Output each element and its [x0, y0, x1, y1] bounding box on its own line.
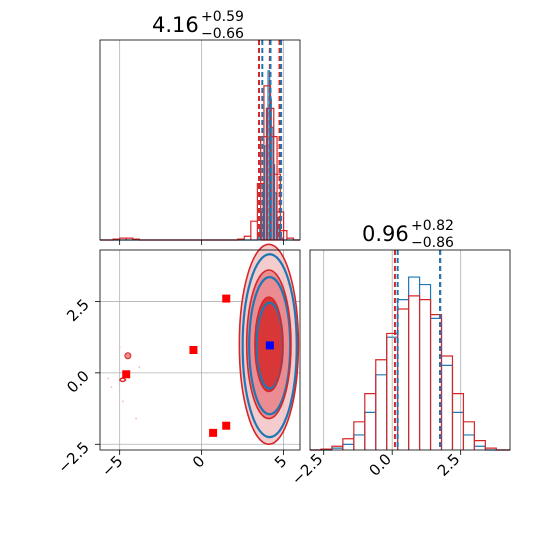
contour-blue-level-0 — [241, 253, 298, 439]
blue-square-marker — [265, 341, 274, 350]
hist-p1-title: 0.96 +0.82 −0.86 — [362, 218, 454, 251]
hist-p1-series — [310, 276, 510, 451]
hist-p1-frame — [309, 249, 511, 451]
red-square-marker — [222, 421, 231, 430]
scatter-y-ticks: −2.5 0.0 2.5 — [54, 296, 100, 477]
scatter-point — [118, 346, 121, 349]
hist-p0-title-upper: +0.59 — [201, 9, 244, 25]
contour-red-level-2 — [254, 296, 284, 393]
hist-p1-title-upper: +0.82 — [411, 218, 454, 234]
red-square-marker — [122, 370, 131, 379]
x-tick-label: −5 — [98, 452, 126, 480]
red-square-marker — [189, 346, 198, 354]
hist-p0-title-value: 4.16 — [152, 13, 199, 37]
x-tick-label: 0.0 — [365, 450, 395, 480]
hist-p0-panel: 4.16 +0.59 −0.66 — [99, 9, 301, 241]
hist-p0-title-lower: −0.66 — [201, 26, 244, 42]
hist-p0-x-ticks — [119, 240, 285, 245]
hist-p1-title-lower: −0.86 — [411, 235, 454, 251]
red-square-marker — [209, 428, 218, 437]
y-tick-label: 2.5 — [63, 296, 93, 326]
hist-p1-quantiles — [393, 250, 442, 450]
scatter-point — [122, 400, 124, 403]
scatter-point — [107, 377, 110, 380]
x-tick-label: 5 — [271, 452, 290, 471]
scatter-x-ticks: −5 0 5 — [98, 450, 290, 480]
y-tick-label: −2.5 — [54, 438, 92, 476]
hist-p0-frame — [99, 39, 301, 241]
scatter-point — [138, 366, 141, 369]
hist-p0-grid — [119, 40, 285, 240]
x-tick-label: 0 — [189, 452, 208, 471]
hist-p0-title: 4.16 +0.59 −0.66 — [152, 9, 244, 42]
histogram-blue-series — [310, 276, 510, 451]
outlier-contour-red-small — [118, 377, 127, 383]
y-tick-label: 0.0 — [63, 367, 93, 397]
outlier-contour-red — [124, 352, 132, 360]
scatter-point — [110, 386, 113, 389]
scatter-markers — [122, 294, 274, 437]
hist-p1-x-ticks: −2.5 0.0 2.5 — [288, 450, 464, 489]
hist-p1-title-value: 0.96 — [362, 222, 409, 246]
scatter-point — [135, 417, 137, 420]
red-square-marker — [222, 294, 231, 303]
hist-p1-panel: 0.96 +0.82 −0.86 −2.5 0.0 2.5 — [288, 218, 511, 489]
contour-red-level-0 — [238, 243, 300, 446]
x-tick-label: −2.5 — [288, 450, 326, 488]
scatter-panel: −5 0 5 −2.5 0.0 2.5 — [54, 243, 301, 480]
hist-p0-quantiles — [258, 40, 283, 240]
hist-p1-grid — [323, 250, 462, 450]
x-tick-label: 2.5 — [434, 450, 464, 480]
histogram-red-series — [310, 295, 510, 451]
contour-blue-level-1 — [248, 276, 292, 416]
contour-red-level-1 — [245, 269, 292, 420]
scatter-frame — [99, 249, 301, 451]
